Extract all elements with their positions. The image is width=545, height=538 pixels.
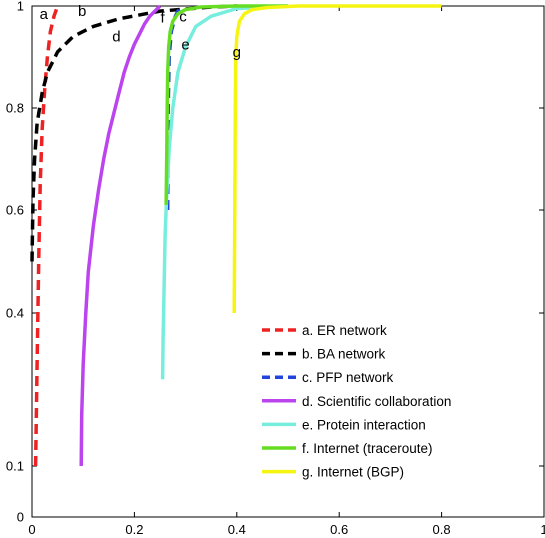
- legend: a. ER network b. BA network c. PFP network…: [262, 323, 451, 480]
- y-tick-label: 0.1: [6, 459, 24, 474]
- legend-entry-g: g. Internet (BGP): [302, 465, 404, 480]
- curve-label-c: c: [179, 8, 187, 25]
- plot-frame: [31, 5, 545, 518]
- legend-entry-b: b. BA network: [302, 347, 386, 362]
- curve-labels: a b c d ef g: [40, 3, 241, 61]
- y-tick-label: 0.8: [6, 101, 24, 116]
- series-line-g: [232, 4, 442, 314]
- y-tick-label: 0.6: [6, 203, 24, 218]
- curve-label-a: a: [40, 6, 49, 23]
- series-line-e: [160, 4, 289, 380]
- series-line-f: [164, 4, 288, 205]
- curve-label-e: e: [181, 36, 189, 53]
- x-tick-label: 0: [28, 522, 35, 537]
- curve-label-g: g: [233, 44, 241, 61]
- series-line-a: [33, 5, 60, 467]
- curves: [30, 4, 442, 467]
- plot-area: [31, 5, 545, 518]
- x-tick-label: 0.6: [330, 522, 348, 537]
- y-tick-label: 0.4: [6, 306, 24, 321]
- legend-entry-f: f. Internet (traceroute): [302, 441, 433, 456]
- series-line-b: [30, 4, 237, 262]
- curve-label-d: d: [112, 29, 120, 46]
- curve-label-f: f: [160, 9, 165, 26]
- x-tick-label: 1: [540, 522, 545, 537]
- axis-ticks: 0 0.2 0.4 0.6 0.8 1 0 0.1 0.4 0.6 0.8 1: [6, 0, 545, 537]
- series-line-d: [79, 4, 162, 467]
- y-tick-label: 0: [17, 510, 24, 525]
- x-tick-label: 0.8: [433, 522, 451, 537]
- x-tick-label: 0.4: [228, 522, 246, 537]
- x-tick-label: 0.2: [125, 522, 143, 537]
- legend-entry-a: a. ER network: [302, 323, 387, 338]
- legend-entry-d: d. Scientific collaboration: [302, 394, 451, 409]
- legend-entry-e: e. Protein interaction: [302, 417, 426, 432]
- y-tick-label: 1: [17, 0, 24, 14]
- curve-label-b: b: [78, 3, 86, 20]
- legend-entry-c: c. PFP network: [302, 370, 394, 385]
